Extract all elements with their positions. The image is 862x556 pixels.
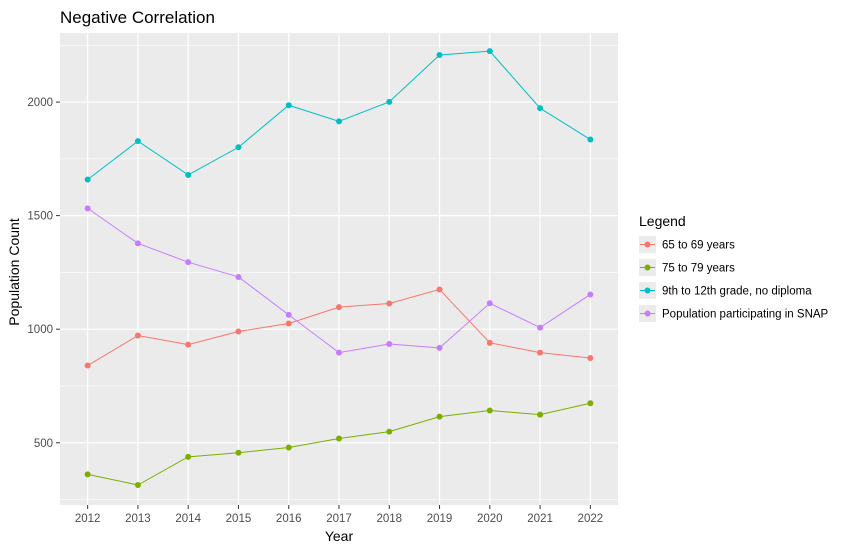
x-tick-label: 2020 <box>477 513 503 525</box>
legend-label: Population participating in SNAP <box>662 309 829 321</box>
series-layer <box>84 48 594 489</box>
x-tick-label: 2019 <box>427 513 453 525</box>
chart-title: Negative Correlation <box>60 8 215 27</box>
legend-item: Population participating in SNAP <box>639 305 829 322</box>
legend-item: 9th to 12th grade, no diploma <box>639 282 812 299</box>
data-point <box>537 105 544 112</box>
data-point <box>84 205 91 212</box>
x-tick-label: 2021 <box>527 513 553 525</box>
data-point <box>185 341 192 348</box>
data-point <box>486 48 493 55</box>
y-tick-label: 2000 <box>27 97 53 109</box>
data-point <box>336 349 342 356</box>
x-tick-label: 2015 <box>226 513 252 525</box>
legend-key-point <box>644 241 651 248</box>
data-point <box>134 240 141 247</box>
data-point <box>386 98 393 105</box>
data-point <box>386 300 393 307</box>
x-tick-label: 2016 <box>276 513 302 525</box>
y-axis: 500 1000 1500 2000 <box>27 97 60 450</box>
data-point <box>486 407 493 414</box>
data-point <box>587 355 594 362</box>
data-point <box>285 320 292 327</box>
series-1 <box>84 286 594 369</box>
data-point <box>134 332 141 339</box>
data-point <box>84 176 91 183</box>
x-axis: 2012 2013 2014 2015 2016 2017 2018 2019 2020 2021… <box>75 505 603 525</box>
x-tick-label: 2013 <box>125 513 151 525</box>
x-tick-label: 2014 <box>175 513 201 525</box>
legend-item: 65 to 69 years <box>639 236 735 253</box>
data-point <box>285 102 292 109</box>
data-point <box>235 449 242 456</box>
data-point <box>587 400 594 407</box>
data-point <box>436 413 443 420</box>
data-point <box>185 259 192 266</box>
legend-label: 9th to 12th grade, no diploma <box>662 286 812 298</box>
x-tick-label: 2017 <box>326 513 352 525</box>
data-point <box>386 340 393 347</box>
data-point <box>134 482 141 489</box>
data-point <box>84 362 91 369</box>
legend-item: 75 to 79 years <box>639 259 735 276</box>
x-tick-label: 2012 <box>75 513 101 525</box>
legend-key-point <box>644 310 651 317</box>
series-3 <box>84 48 594 183</box>
legend-label: 65 to 69 years <box>662 240 735 252</box>
y-tick-label: 1500 <box>27 211 53 223</box>
series-4 <box>84 205 594 356</box>
data-point <box>235 273 242 280</box>
data-point <box>185 171 192 178</box>
y-tick-label: 1000 <box>27 324 53 336</box>
data-point <box>235 328 242 335</box>
data-point <box>285 444 292 451</box>
data-point <box>436 344 443 351</box>
x-tick-label: 2018 <box>376 513 402 525</box>
legend-key-point <box>644 287 651 294</box>
legend-key-point <box>644 264 651 271</box>
data-point <box>587 291 594 298</box>
data-point <box>436 286 443 293</box>
x-tick-label: 2022 <box>578 513 604 525</box>
data-point <box>587 136 594 143</box>
data-point <box>134 138 141 145</box>
major-gridlines <box>60 33 618 505</box>
data-point <box>486 300 493 307</box>
data-point <box>235 144 242 151</box>
data-point <box>436 52 443 59</box>
data-point <box>185 453 192 460</box>
x-axis-title: Year <box>325 528 354 544</box>
data-point <box>285 311 292 318</box>
data-point <box>336 304 342 311</box>
data-point <box>537 349 544 356</box>
y-axis-title: Population Count <box>6 218 22 326</box>
data-point <box>336 118 342 125</box>
data-point <box>537 324 544 331</box>
legend-label: 75 to 79 years <box>662 263 735 275</box>
data-point <box>84 471 91 478</box>
legend: Legend 65 to 69 years 75 to 79 years 9th t… <box>639 213 829 322</box>
y-tick-label: 500 <box>34 438 53 450</box>
series-2 <box>84 400 594 489</box>
data-point <box>537 411 544 418</box>
data-point <box>386 428 393 435</box>
data-point <box>336 435 342 442</box>
data-point <box>486 339 493 346</box>
legend-title: Legend <box>639 213 686 229</box>
